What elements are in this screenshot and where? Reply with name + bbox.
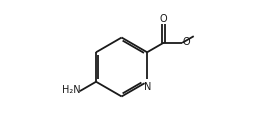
Text: O: O	[183, 37, 190, 46]
Text: H₂N: H₂N	[62, 85, 80, 95]
Text: N: N	[144, 82, 151, 92]
Text: O: O	[160, 14, 167, 24]
